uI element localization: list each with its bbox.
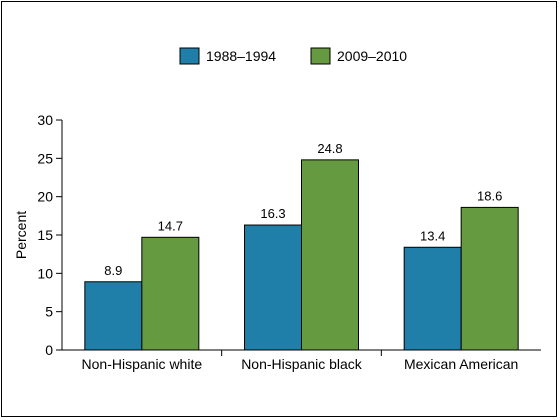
bar-series-1 [244,224,302,351]
bar-data-label: 16.3 [260,206,285,221]
bar-series-2 [301,159,359,351]
bars [84,159,519,351]
y-tick-label: 25 [37,150,53,166]
data-labels: 8.9 14.7 16.3 24.8 13.4 18.6 [104,141,502,278]
bar-data-label: 24.8 [317,141,342,156]
x-category-label: Mexican American [404,356,518,372]
legend-swatch [179,47,200,65]
y-tick-label: 5 [45,304,53,320]
legend: 1988–1994 2009–2010 [179,47,407,65]
legend-swatch [310,47,331,65]
bar-series-1 [403,246,462,351]
y-tick-label: 10 [37,265,53,281]
y-tick-label: 15 [37,227,53,243]
y-tick-label: 30 [37,112,53,128]
bar-series-2 [460,206,519,351]
legend-label: 1988–1994 [206,48,276,64]
bar-data-label: 14.7 [158,218,183,233]
bar-data-label: 13.4 [420,228,445,243]
bar-series-1 [84,281,143,351]
y-tick-label: 0 [45,342,53,358]
x-category-label: Non-Hispanic white [82,356,203,372]
legend-label: 2009–2010 [337,48,407,64]
bar-data-label: 18.6 [477,188,502,203]
bar-data-label: 8.9 [104,263,122,278]
y-tick-label: 20 [37,189,53,205]
bar-series-2 [141,236,200,351]
y-axis-label: Percent [13,211,29,259]
x-category-label: Non-Hispanic black [241,356,363,372]
axes: 0 5 10 15 20 25 30 Non-Hispanic white Non-Hispan… [37,112,541,372]
